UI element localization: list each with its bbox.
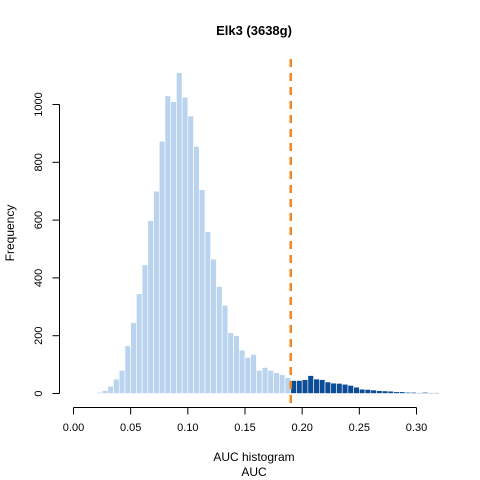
- histogram-bar: [221, 305, 229, 394]
- histogram-bar: [307, 375, 314, 394]
- histogram-bar: [147, 220, 154, 394]
- x-tick-label: 0.00: [63, 422, 84, 434]
- histogram-bar: [336, 383, 343, 394]
- histogram-bar: [278, 374, 286, 394]
- histogram-bar: [153, 190, 160, 394]
- histogram-bar: [158, 140, 166, 394]
- histogram-bar: [399, 391, 406, 394]
- histogram-bar: [107, 385, 114, 394]
- x-tick-label: 0.05: [120, 422, 141, 434]
- histogram-bar: [176, 72, 183, 394]
- histogram-bar: [101, 390, 109, 394]
- histogram-bar: [170, 101, 177, 394]
- y-axis-label: Frequency: [3, 205, 17, 262]
- histogram-bar: [261, 367, 269, 394]
- histogram-bar: [113, 378, 120, 394]
- histogram-bar: [364, 389, 372, 394]
- histogram-bar: [359, 388, 366, 394]
- histogram-bar: [341, 383, 349, 394]
- y-tick-label: 200: [33, 327, 45, 345]
- histogram-bar: [330, 382, 337, 394]
- x-tick-label: 0.15: [234, 422, 255, 434]
- histogram-bar: [96, 392, 103, 394]
- histogram-bar: [433, 392, 440, 394]
- y-tick-label: 600: [33, 211, 45, 229]
- histogram-bar: [198, 189, 206, 394]
- x-axis-label: AUC histogram: [213, 450, 294, 464]
- histogram-bar: [216, 286, 223, 394]
- histogram-bar: [427, 392, 434, 394]
- histogram-bar: [181, 96, 189, 394]
- histogram-bar: [387, 390, 394, 394]
- y-tick-label: 0: [33, 390, 45, 396]
- histogram-bar: [267, 370, 274, 394]
- histogram-bar: [301, 379, 309, 394]
- histogram-bar: [124, 345, 131, 394]
- histogram-bar: [244, 357, 252, 394]
- histogram-bar: [393, 391, 400, 394]
- histogram-bar: [381, 390, 389, 394]
- histogram-bar: [118, 370, 126, 394]
- histogram-bar: [164, 95, 171, 394]
- histogram-bar: [324, 381, 332, 394]
- histogram-bar: [404, 392, 412, 394]
- histogram-bar: [204, 231, 211, 394]
- histogram-bar: [136, 293, 143, 394]
- chart-title: Elk3 (3638g): [216, 23, 292, 38]
- x-tick-label: 0.30: [406, 422, 427, 434]
- histogram-bar: [256, 370, 263, 394]
- histogram-bar: [410, 392, 417, 394]
- y-tick-label: 800: [33, 153, 45, 171]
- histogram-bar: [273, 372, 280, 394]
- x-tick-label: 0.20: [291, 422, 312, 434]
- histogram-bar: [210, 258, 217, 394]
- histogram-bar: [313, 378, 320, 394]
- histogram-bar: [296, 380, 303, 394]
- histogram-bar: [416, 392, 423, 394]
- histogram-bar: [370, 389, 377, 394]
- x-tick-label: 0.25: [349, 422, 370, 434]
- histogram-bar: [193, 146, 200, 394]
- histogram-bar: [130, 322, 137, 394]
- histogram-bar: [227, 332, 234, 394]
- histogram-bar: [250, 354, 257, 394]
- histogram-bar: [141, 264, 149, 394]
- y-axis: 0 200 400 600 800 1000: [33, 92, 60, 397]
- y-tick-label: 1000: [33, 92, 45, 116]
- histogram-bar: [376, 390, 383, 394]
- x-axis: 0.00 0.05 0.10 0.15 0.20 0.25 0.30: [63, 407, 427, 434]
- histogram-bar: [353, 386, 360, 394]
- histogram-bar: [319, 379, 326, 394]
- histogram-bar: [187, 115, 194, 394]
- histogram-bar: [233, 335, 240, 394]
- y-tick-label: 400: [33, 269, 45, 287]
- histogram-bars: [96, 72, 440, 394]
- histogram-bar: [421, 392, 429, 394]
- x-axis-label-secondary: AUC: [241, 465, 267, 479]
- histogram-bar: [347, 385, 354, 394]
- x-tick-label: 0.10: [177, 422, 198, 434]
- histogram-bar: [238, 349, 246, 394]
